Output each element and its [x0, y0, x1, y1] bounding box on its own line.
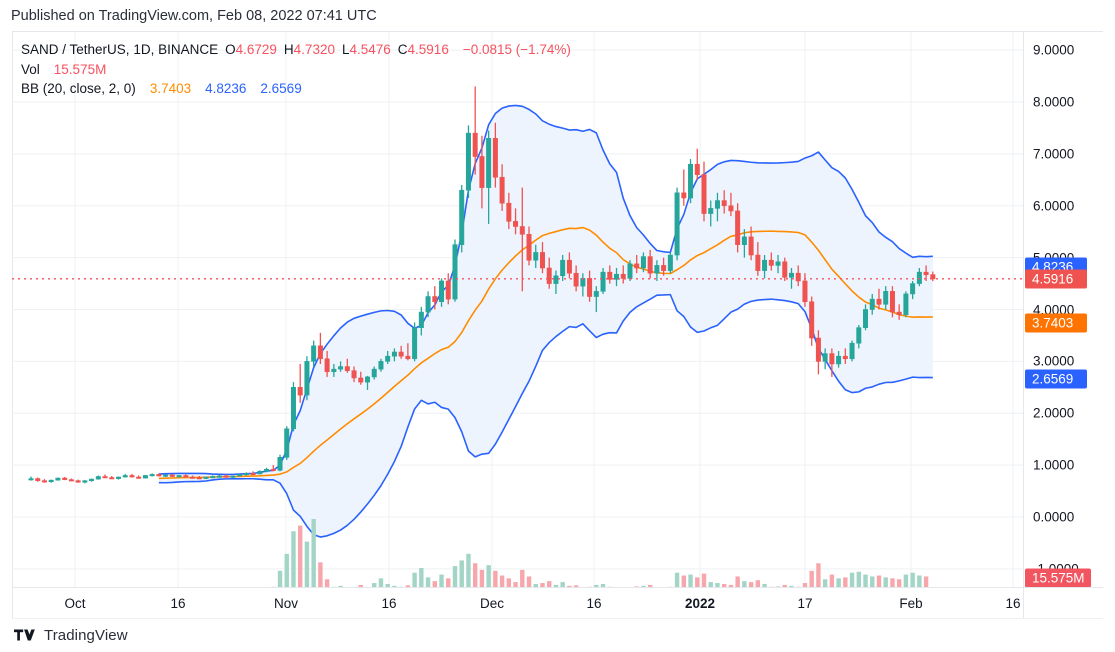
time-tick: Feb — [899, 596, 923, 611]
tradingview-footer[interactable]: TradingView — [14, 622, 128, 648]
chart-plot-area[interactable] — [12, 32, 1023, 587]
price-scale[interactable]: 9.00008.00007.00006.00005.00004.00003.00… — [1023, 32, 1103, 588]
last-price-badge: 4.5916 — [1025, 269, 1087, 289]
candlestick-chart-svg — [12, 32, 1023, 587]
price-tick: 3.0000 — [1033, 353, 1075, 369]
time-tick: 16 — [170, 596, 186, 611]
chart-frame — [12, 31, 1103, 618]
bb-fill — [158, 105, 933, 538]
time-tick: 16 — [1005, 596, 1021, 611]
bb-basis-badge: 3.7403 — [1025, 313, 1087, 333]
price-tick: 2.0000 — [1033, 405, 1075, 421]
time-tick: 16 — [586, 596, 602, 611]
volume-badge: 15.575M — [1025, 568, 1091, 588]
time-tick: Nov — [273, 596, 299, 611]
bb-basis-line — [158, 226, 933, 480]
time-tick: Oct — [64, 596, 86, 611]
candles — [28, 86, 936, 484]
bb-lower-badge: 2.6569 — [1025, 369, 1087, 389]
price-tick: 9.0000 — [1033, 42, 1075, 58]
time-scale-divider — [1023, 588, 1024, 619]
time-scale[interactable]: Oct 16 Nov 16 Dec 16 2022 17 Feb 16 — [12, 587, 1103, 619]
bb-lower-line — [158, 293, 933, 538]
chart-bottom-border — [12, 618, 1103, 619]
volume-bars — [271, 519, 929, 587]
time-tick: 16 — [381, 596, 397, 611]
published-text: Published on TradingView.com, Feb 08, 20… — [11, 7, 377, 24]
tradingview-logo-icon — [14, 629, 35, 641]
price-tick: 4.0000 — [1033, 302, 1075, 317]
time-tick: 2022 — [684, 596, 716, 611]
price-tick: 6.0000 — [1033, 198, 1075, 214]
price-tick: 7.0000 — [1033, 146, 1075, 162]
time-tick: 17 — [797, 596, 813, 611]
price-tick: 1.0000 — [1033, 457, 1075, 473]
time-tick: Dec — [479, 596, 505, 611]
published-header: Published on TradingView.com, Feb 08, 20… — [0, 0, 1115, 31]
price-tick: 0.0000 — [1033, 509, 1075, 525]
price-tick: 8.0000 — [1033, 94, 1075, 110]
tradingview-brand-label: TradingView — [44, 626, 128, 644]
